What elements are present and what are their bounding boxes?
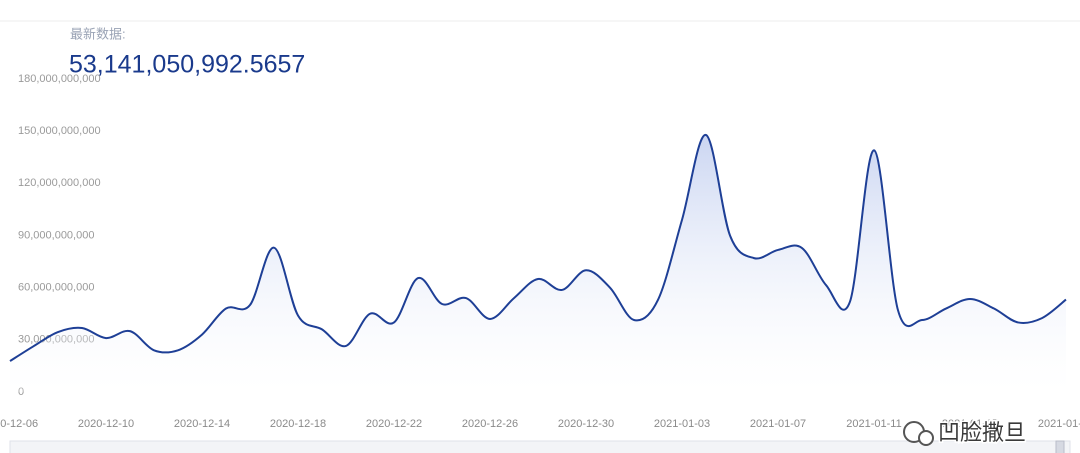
watermark-icon xyxy=(918,430,934,446)
x-tick-label: 2020-12-14 xyxy=(174,418,230,430)
x-tick-label: 2021-01-15 xyxy=(942,418,998,430)
x-tick-label: 2020-12-22 xyxy=(366,418,422,430)
line xyxy=(9,133,1067,362)
plot-area: 030,000,000,00060,000,000,00090,000,000,… xyxy=(0,73,1080,430)
y-tick-label: 150,000,000,000 xyxy=(18,125,101,137)
watermark-group: 凹脸撒旦 xyxy=(903,418,1028,446)
y-tick-label: 60,000,000,000 xyxy=(18,282,94,294)
x-tick-label: 2020-12-06 xyxy=(0,418,38,430)
watermark: 凹脸撒旦 xyxy=(938,420,1026,445)
y-tick-label: 180,000,000,000 xyxy=(18,73,101,85)
x-tick-label: 2021-01-07 xyxy=(750,418,806,430)
zoom-slider[interactable] xyxy=(9,440,1071,453)
x-tick-label: 2020-12-30 xyxy=(558,418,614,430)
y-tick-label: 120,000,000,000 xyxy=(18,177,101,189)
x-tick-label: 2021-01-11 xyxy=(846,418,901,430)
y-tick-label: 90,000,000,000 xyxy=(18,229,94,241)
area xyxy=(10,134,1066,392)
x-tick-label: 2020-12-18 xyxy=(270,418,326,430)
latest-label: 最新数据: xyxy=(70,26,126,41)
x-tick-label: 2020-12-26 xyxy=(462,418,518,430)
x-tick-label: 2020-12-10 xyxy=(78,418,134,430)
x-tick-label: 2021-01-03 xyxy=(654,418,710,430)
x-tick-label: 2021-01-19 xyxy=(1038,418,1080,430)
zoom-handle[interactable] xyxy=(1055,440,1065,453)
latest-value: 53,141,050,992.5657 xyxy=(69,51,305,79)
